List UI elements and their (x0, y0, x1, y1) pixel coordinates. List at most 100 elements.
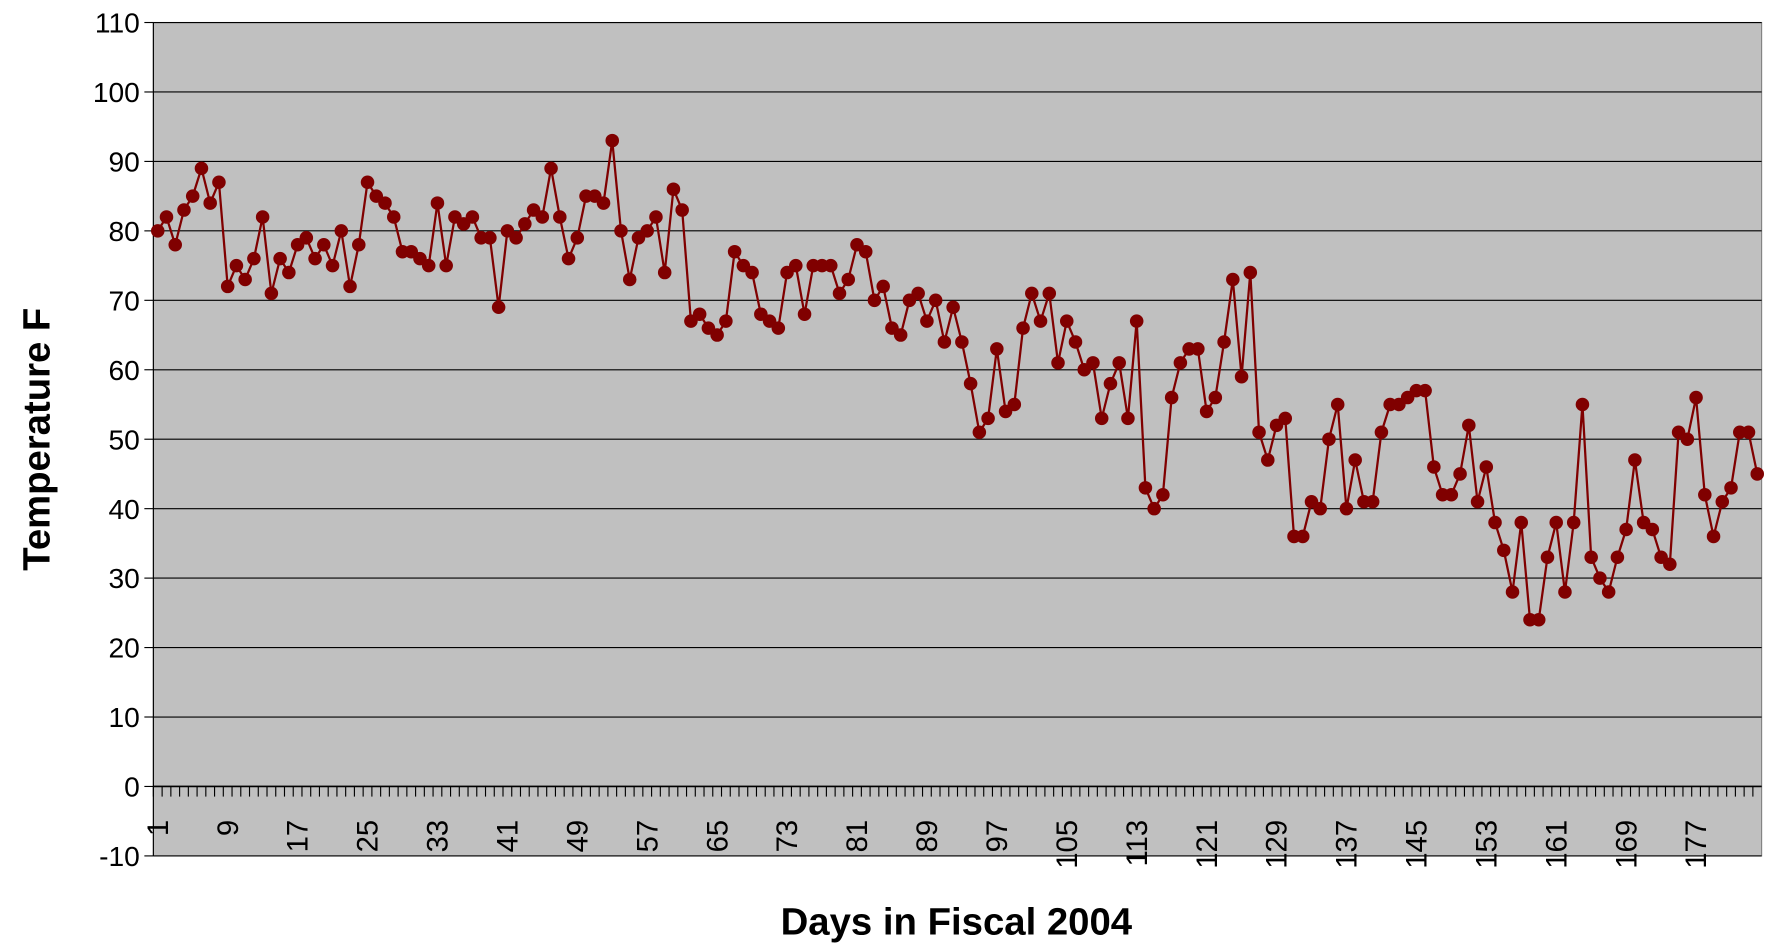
data-point (858, 244, 873, 259)
data-point (1208, 390, 1223, 405)
data-point (1505, 585, 1520, 599)
data-point (1488, 515, 1502, 530)
x-tick-label: 129 (1261, 820, 1294, 869)
data-point (483, 231, 497, 245)
x-tick-label: 97 (981, 820, 1014, 853)
data-point (1199, 404, 1214, 419)
data-point (920, 314, 934, 328)
data-point (1698, 488, 1712, 502)
data-point (334, 224, 349, 238)
y-tick-label: 80 (108, 215, 139, 247)
data-point (605, 133, 620, 148)
data-point (727, 244, 742, 259)
data-point (876, 279, 890, 294)
data-point (666, 182, 681, 196)
x-tick-label: 105 (1051, 820, 1084, 869)
data-point (229, 258, 244, 273)
data-point (937, 335, 952, 349)
data-point (1497, 543, 1511, 558)
data-point (544, 161, 558, 176)
data-point (1531, 613, 1546, 627)
x-axis-label: Days in Fiscal 2004 (781, 901, 1133, 944)
data-point (1086, 356, 1100, 370)
data-point (1278, 411, 1293, 426)
y-tick-label: 50 (108, 423, 139, 455)
data-point (1601, 585, 1616, 599)
data-point (1147, 501, 1161, 516)
data-point (1295, 529, 1310, 544)
data-point (343, 279, 357, 294)
x-tick-label: 25 (352, 820, 385, 853)
data-point (963, 376, 978, 391)
y-tick-label: 10 (108, 701, 139, 733)
data-point (893, 328, 908, 342)
x-tick-label: 65 (701, 820, 734, 853)
data-point (946, 300, 960, 315)
x-tick-label: 113 (1121, 820, 1154, 867)
data-point (255, 210, 270, 224)
data-point (1479, 460, 1494, 474)
data-point (360, 175, 375, 190)
x-tick-label: 73 (771, 820, 804, 853)
data-point (535, 210, 550, 224)
data-point (1689, 390, 1703, 405)
data-point (1470, 494, 1485, 509)
data-point (168, 238, 182, 252)
data-point (1016, 321, 1030, 335)
data-point (797, 307, 812, 321)
data-point (159, 210, 174, 224)
data-point (465, 210, 480, 224)
data-point (1033, 314, 1048, 328)
x-tick-label: 33 (422, 820, 455, 853)
data-point (614, 224, 628, 238)
data-point (317, 238, 331, 252)
data-point (1339, 501, 1354, 516)
data-point (1566, 515, 1581, 530)
data-point (491, 300, 506, 315)
data-point (841, 272, 856, 287)
data-point (273, 251, 287, 266)
x-tick-label: 41 (491, 820, 524, 853)
data-point (1348, 453, 1362, 467)
x-tick-label: 49 (561, 820, 594, 853)
data-point (299, 231, 314, 245)
x-tick-label: 81 (841, 820, 874, 853)
data-point (378, 196, 392, 210)
data-point (386, 210, 401, 224)
data-point (421, 258, 436, 273)
data-point (1059, 314, 1074, 328)
data-point (194, 161, 209, 176)
y-tick-label: 30 (108, 562, 139, 594)
data-point (1715, 494, 1730, 509)
data-point (1750, 467, 1765, 481)
data-point (1584, 550, 1598, 565)
data-point (553, 210, 567, 224)
data-point (745, 265, 759, 280)
y-tick-label: -10 (99, 840, 140, 872)
data-point (1558, 585, 1572, 599)
data-point (1453, 467, 1467, 481)
data-point (1252, 425, 1266, 440)
data-point (1042, 286, 1057, 301)
y-tick-label: 70 (108, 284, 139, 316)
data-point (185, 189, 200, 203)
y-tick-label: 90 (108, 146, 139, 178)
data-point (203, 196, 217, 210)
data-point (1173, 356, 1188, 370)
data-point (719, 314, 733, 328)
data-point (1094, 411, 1109, 426)
x-tick-label: 89 (911, 820, 944, 853)
data-point (561, 251, 576, 266)
data-point (308, 251, 322, 266)
data-point (596, 196, 611, 210)
data-point (1322, 432, 1336, 446)
x-tick-label: 9 (212, 820, 245, 836)
data-point (823, 258, 838, 273)
data-point (1313, 501, 1327, 516)
data-point (622, 272, 637, 287)
y-axis-label: Temperature F (16, 308, 59, 571)
data-point (1226, 272, 1240, 287)
data-point (1444, 488, 1459, 502)
data-point (640, 224, 654, 238)
